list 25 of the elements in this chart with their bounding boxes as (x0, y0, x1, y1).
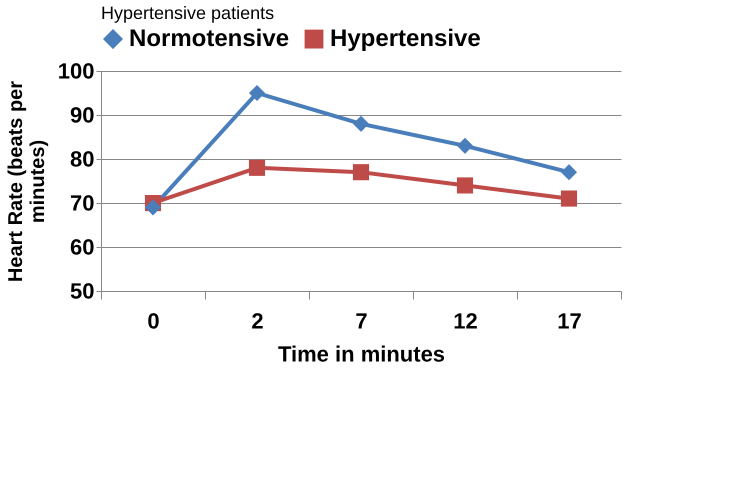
legend-label: Normotensive (129, 25, 290, 52)
point (560, 164, 578, 180)
point (352, 164, 370, 180)
point (560, 190, 578, 207)
x-tick-label: 7 (355, 308, 368, 334)
point (248, 160, 266, 176)
point (456, 138, 474, 154)
x-tick-label: 12 (453, 308, 478, 334)
y-tick-label: 80 (70, 146, 94, 172)
y-axis-title: Heart Rate (beats per minutes) (4, 80, 49, 282)
y-tick-label: 100 (58, 58, 94, 84)
y-tick-label: 90 (70, 102, 94, 128)
legend-label: Hypertensive (330, 25, 481, 52)
y-tick-label: 50 (70, 278, 94, 304)
point (456, 177, 474, 194)
x-tick-label: 0 (147, 308, 160, 334)
chart-title: Hypertensive patients (101, 3, 274, 23)
y-tick-label: 70 (70, 190, 94, 216)
point (352, 116, 370, 132)
x-axis-title: Time in minutes (278, 342, 446, 366)
point (248, 84, 266, 102)
x-tick-label: 17 (557, 308, 582, 334)
y-tick-label: 60 (70, 234, 94, 260)
x-tick-label: 2 (251, 308, 264, 334)
point (144, 199, 162, 216)
